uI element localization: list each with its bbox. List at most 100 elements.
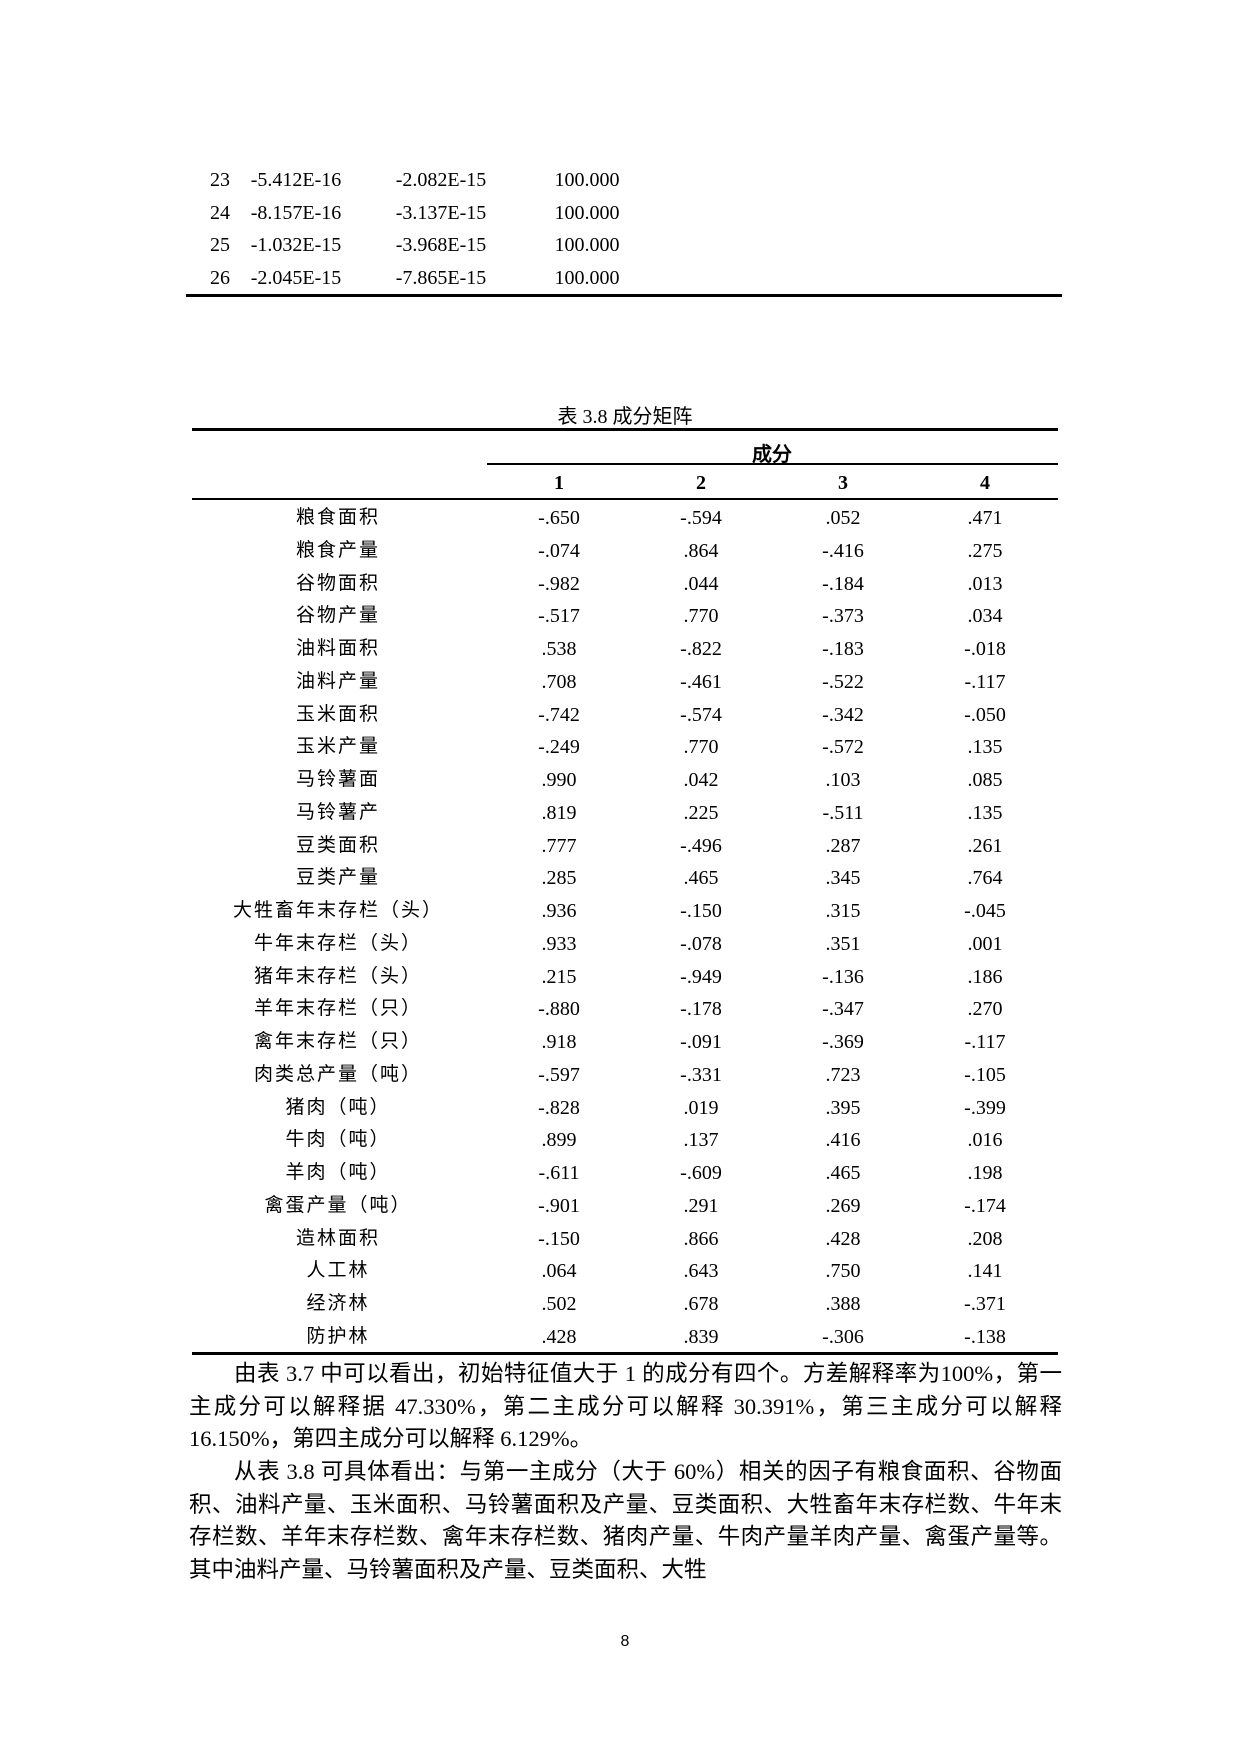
table-cell: -.136 [822, 965, 864, 988]
table-cell: -.369 [822, 1031, 864, 1053]
table-cell: .001 [967, 932, 1003, 955]
table-cell: -.880 [538, 998, 580, 1021]
previous-table-cell: 26 [210, 267, 230, 290]
table-cell: -.373 [822, 605, 864, 628]
table-cell: .395 [825, 1096, 861, 1119]
row-label: 大牲畜年末存栏（头） [232, 900, 444, 921]
table-caption: 表 3.8 成分矩阵 [557, 406, 693, 428]
table-cell: .770 [683, 605, 719, 628]
table-cell: -.074 [538, 539, 580, 562]
table-cell: .678 [683, 1293, 719, 1315]
table-cell: -.522 [822, 670, 864, 693]
table-cell: .016 [967, 1129, 1003, 1152]
table-cell: -.416 [822, 539, 864, 562]
table-cell: -.138 [964, 1325, 1006, 1348]
table-cell: -.045 [964, 900, 1006, 922]
table-cell: -.949 [680, 965, 722, 988]
table-cell: -.342 [822, 703, 864, 726]
table-cell: .933 [541, 932, 577, 955]
paragraph-1: 由表 3.7 中可以看出，初始特征值大于 1 的成分有四个。方差解释率为100%… [189, 1361, 1062, 1451]
table-cell: .013 [967, 572, 1003, 595]
row-label: 经济林 [306, 1293, 370, 1314]
table-cell: .416 [825, 1129, 861, 1152]
previous-table-cell: 25 [210, 234, 230, 257]
table-cell: .777 [541, 834, 577, 857]
previous-table-bottom-rule [186, 294, 1062, 297]
table-cell: .465 [825, 1162, 861, 1184]
group-header: 成分 [752, 444, 792, 466]
table-cell: .708 [541, 670, 577, 693]
table-cell: -.594 [680, 507, 722, 529]
row-label: 谷物面积 [295, 572, 381, 594]
table-cell: .315 [825, 900, 861, 922]
table-cell: -.511 [822, 801, 864, 824]
row-label: 豆类产量 [295, 867, 381, 889]
table-cell: -.609 [680, 1162, 722, 1184]
table-cell: .208 [967, 1227, 1003, 1250]
table-cell: .137 [683, 1129, 719, 1152]
table-cell: -.150 [680, 900, 722, 922]
row-label: 羊肉（吨） [285, 1162, 391, 1183]
row-label: 猪年末存栏（头） [253, 965, 423, 987]
table-cell: .864 [683, 539, 719, 562]
table-cell: -.572 [822, 736, 864, 759]
column-header: 1 [554, 472, 564, 494]
previous-table-cell: -3.968E-15 [395, 234, 487, 257]
table-cell: .034 [967, 605, 1003, 628]
table-cell: .723 [825, 1063, 861, 1086]
table-cell: .261 [967, 834, 1003, 857]
table-bottom-rule [192, 1352, 1058, 1355]
table-cell: .866 [683, 1227, 719, 1250]
previous-table-cell: 100.000 [554, 267, 620, 290]
row-label: 防护林 [306, 1325, 370, 1347]
table-cell: -.306 [822, 1325, 864, 1348]
table-cell: .186 [967, 965, 1003, 988]
table-cell: .918 [541, 1031, 577, 1053]
table-cell: -.828 [538, 1096, 580, 1119]
row-label: 马铃薯面 [295, 769, 381, 790]
table-cell: -.050 [964, 703, 1006, 726]
table-cell: .215 [541, 965, 577, 988]
row-label: 马铃薯产 [295, 801, 381, 823]
table-cell: .019 [683, 1096, 719, 1119]
table-cell: .502 [541, 1293, 577, 1315]
row-label: 玉米面积 [295, 703, 381, 725]
row-label: 羊年末存栏（只） [253, 998, 423, 1020]
table-cell: -.249 [538, 736, 580, 759]
row-label: 玉米产量 [295, 736, 381, 758]
table-cell: -.078 [680, 932, 722, 955]
paragraph-2: 从表 3.8 可具体看出：与第一主成分（大于 60%）相关的因子有粮食面积、谷物… [189, 1459, 1062, 1582]
row-label: 肉类总产量（吨） [253, 1063, 423, 1085]
table-cell: .198 [967, 1162, 1003, 1184]
table-cell: -.178 [680, 998, 722, 1021]
row-label: 牛年末存栏（头） [253, 932, 423, 954]
table-cell: .899 [541, 1129, 577, 1152]
table-cell: -.517 [538, 605, 580, 628]
table-cell: -.184 [822, 572, 864, 595]
table-cell: .345 [825, 867, 861, 890]
table-cell: -.117 [964, 1031, 1006, 1053]
previous-table-cell: -2.082E-15 [395, 169, 487, 191]
table-cell: -.399 [964, 1096, 1006, 1119]
row-label: 油料面积 [295, 638, 381, 659]
table-cell: .141 [967, 1260, 1003, 1283]
table-cell: -.597 [538, 1063, 580, 1086]
table-cell: .225 [683, 801, 719, 824]
table-cell: .819 [541, 801, 577, 824]
row-label: 粮食产量 [295, 539, 381, 561]
table-cell: .471 [967, 507, 1003, 529]
row-label: 谷物产量 [295, 605, 381, 627]
table-cell: .287 [825, 834, 861, 857]
column-header: 4 [980, 472, 990, 494]
previous-table-cell: -3.137E-15 [395, 201, 487, 224]
table-cell: .990 [541, 769, 577, 791]
table-cell: -.091 [680, 1031, 722, 1053]
table-cell: .351 [825, 932, 861, 955]
previous-table-cell: 100.000 [554, 234, 620, 257]
table-cell: .643 [683, 1260, 719, 1283]
page-number: 8 [620, 1633, 630, 1650]
group-header-rule [487, 463, 1058, 465]
table-cell: -.105 [964, 1063, 1006, 1086]
table-cell: -.150 [538, 1227, 580, 1250]
table-cell: .052 [825, 507, 861, 529]
